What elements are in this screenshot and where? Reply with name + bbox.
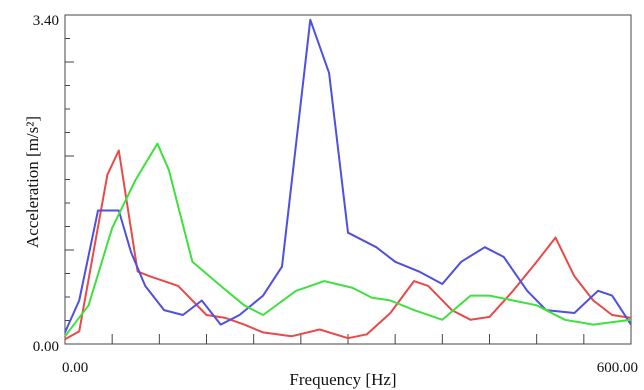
series-line-2	[64, 18, 632, 333]
series-line-3	[64, 142, 632, 337]
series-layer	[64, 18, 632, 341]
axis-ticks	[65, 38, 585, 344]
x-tick-label-min: 0.00	[62, 360, 88, 376]
y-axis-label: Acceleration [m/s²]	[23, 116, 42, 248]
series-line-1	[64, 149, 632, 341]
y-tick-label-max: 3.40	[33, 13, 59, 29]
y-tick-label-min: 0.00	[33, 339, 59, 355]
plot-frame	[64, 14, 632, 345]
x-tick-label-max: 600.00	[597, 360, 638, 376]
x-axis-label: Frequency [Hz]	[289, 370, 396, 389]
